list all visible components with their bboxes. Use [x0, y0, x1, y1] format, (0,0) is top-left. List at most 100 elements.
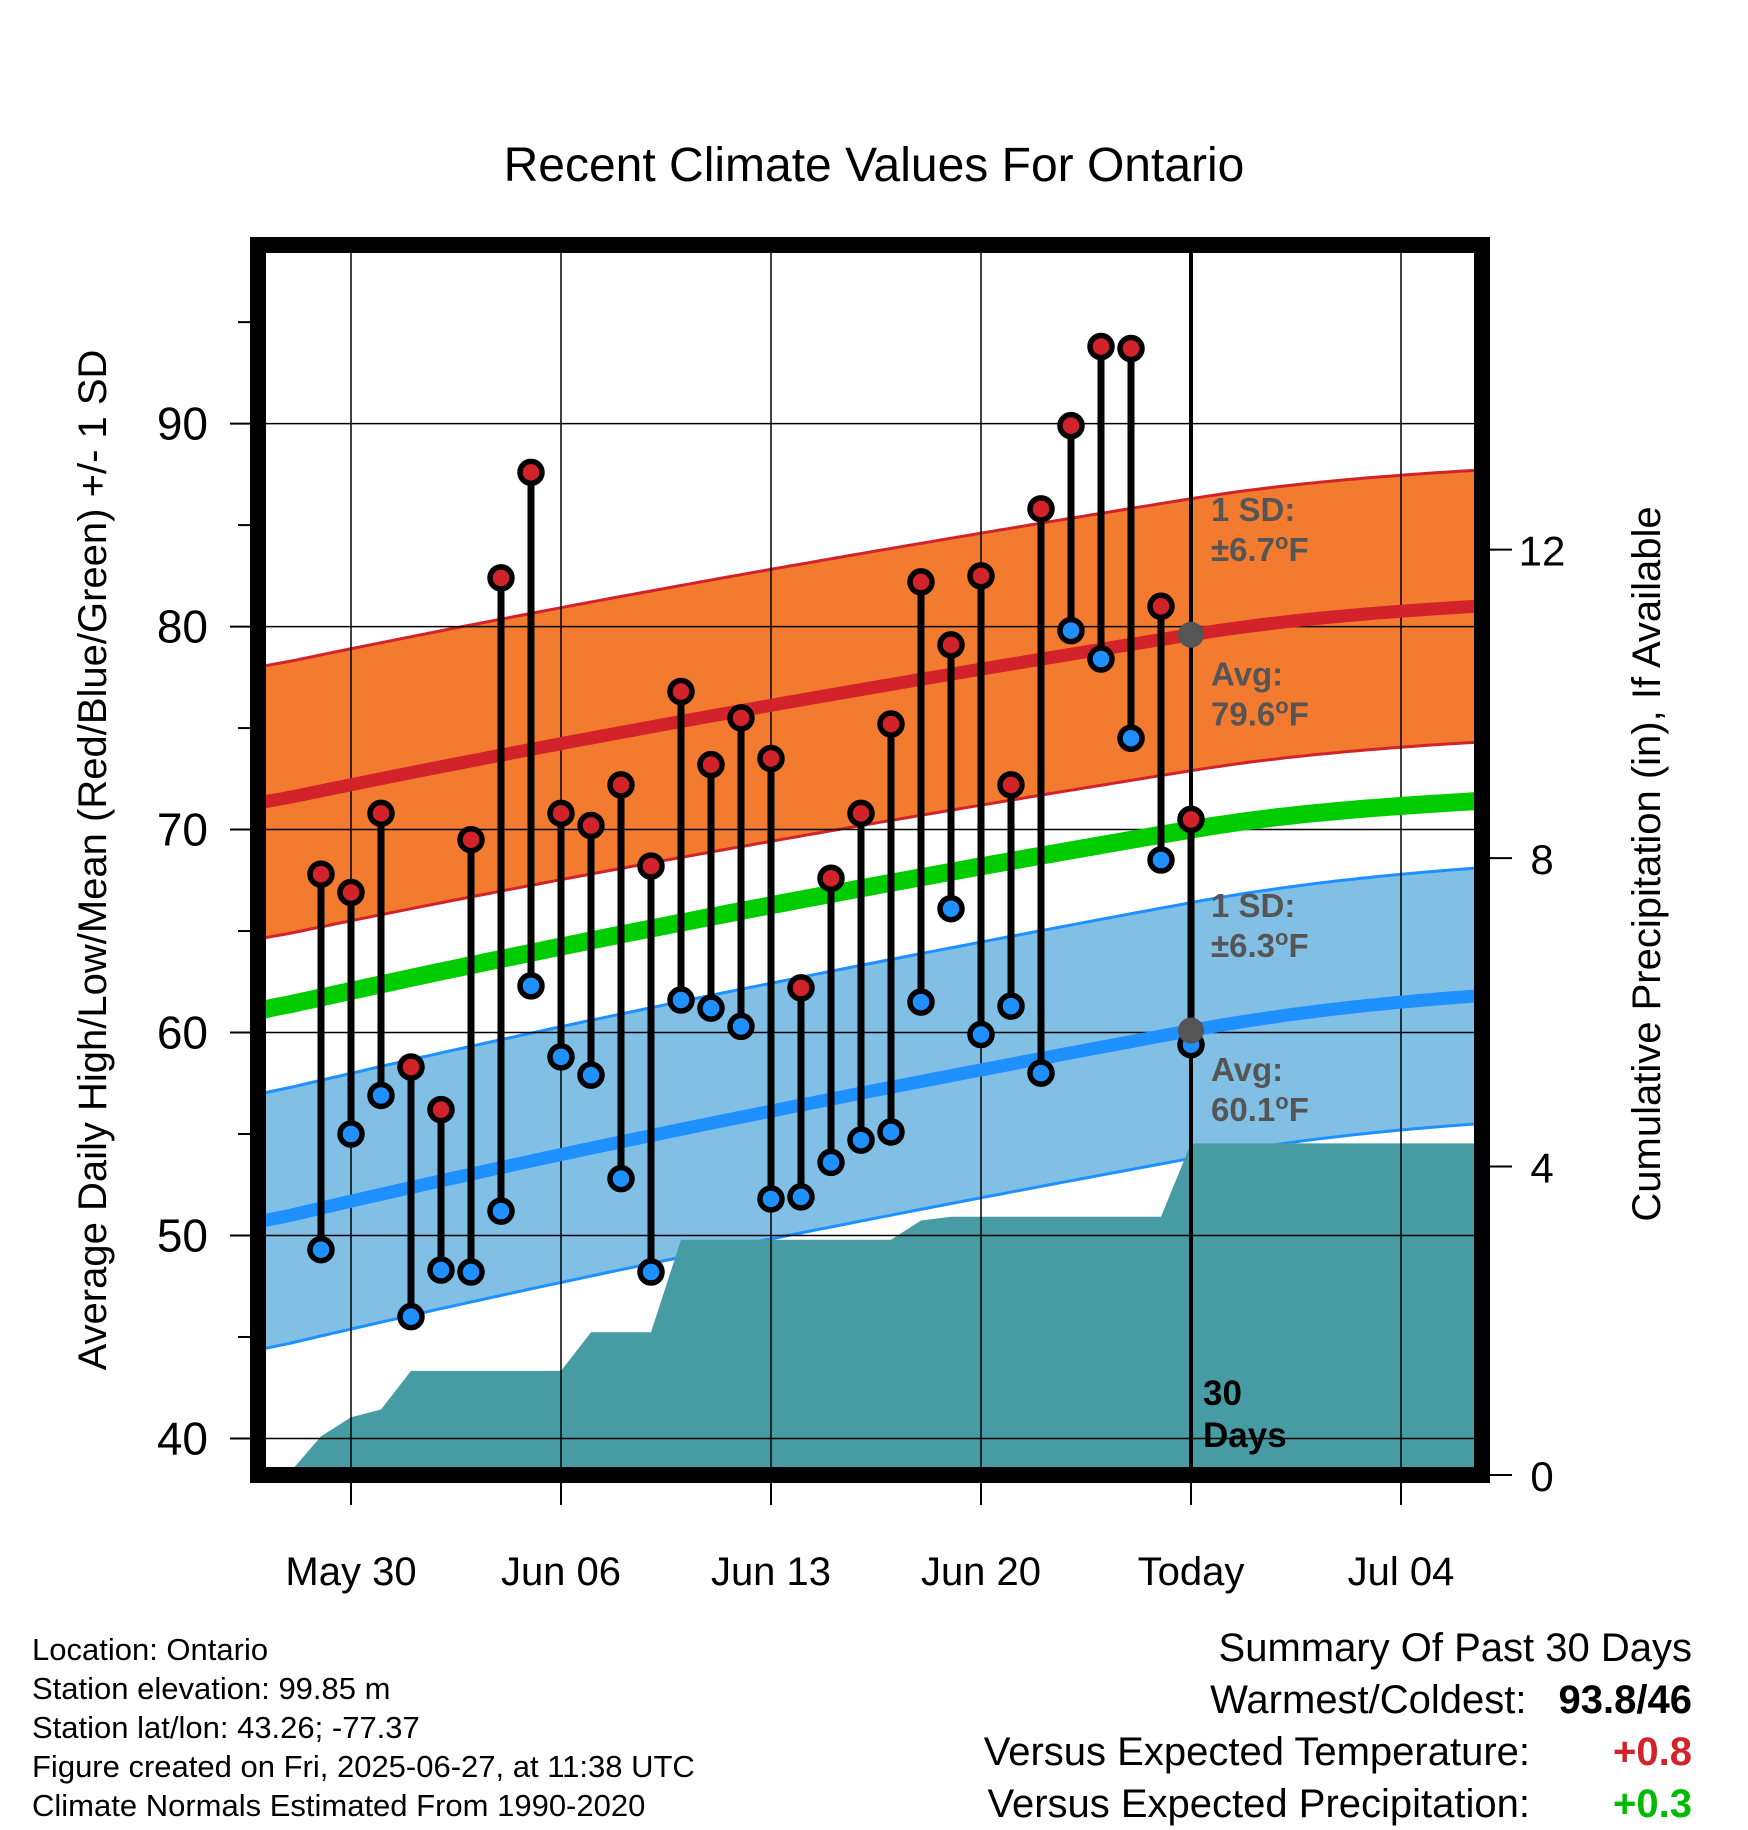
daily-low-point [787, 1183, 815, 1211]
daily-low-point [967, 1020, 995, 1049]
daily-high-point [817, 864, 845, 893]
daily-low-point [487, 1197, 515, 1225]
daily-high-point [397, 1053, 425, 1081]
daily-low-point [307, 1235, 335, 1264]
normal-low-line [258, 989, 1481, 1229]
x-tick-label: May 30 [285, 1550, 416, 1594]
daily-high-point [667, 677, 695, 706]
daily-high-point [487, 564, 515, 592]
daily-low-point [397, 1302, 425, 1331]
daily-high-point [607, 771, 635, 799]
daily-high-point [577, 811, 605, 840]
x-tick-label: Jun 20 [921, 1550, 1041, 1594]
daily-low-point [847, 1126, 875, 1154]
precip-diff-value: +0.3 [1613, 1782, 1692, 1826]
low-sd-annotation: 1 SD: ±6.3oF [1211, 887, 1309, 964]
temp-diff-value: +0.8 [1613, 1730, 1692, 1774]
daily-high-point [967, 562, 995, 590]
high-sd-annotation: 1 SD: ±6.7oF [1211, 491, 1309, 568]
daily-low-point [907, 988, 935, 1016]
latlon-text: Station lat/lon: 43.26; -77.37 [32, 1710, 420, 1745]
daily-high-point [307, 860, 335, 888]
daily-low-point [367, 1081, 395, 1110]
daily-low-point [727, 1012, 755, 1041]
chart-title: Recent Climate Values For Ontario [503, 139, 1245, 192]
today-high-normal-marker [1178, 621, 1204, 648]
plot-frame [250, 237, 1490, 1483]
today-days-label: 30 Days [1203, 1374, 1287, 1455]
daily-low-point [1027, 1059, 1055, 1087]
climate-chart: 1 SD: ±6.7oF Avg: 79.6oF 1 SD: ±6.3oF Avg: 60.1… [71, 237, 1669, 1594]
daily-low-point [877, 1118, 905, 1146]
low-sd-band [258, 868, 1481, 1350]
daily-high-point [757, 744, 785, 773]
daily-low-point [1057, 616, 1085, 645]
daily-high-point [637, 852, 665, 880]
daily-low-point [607, 1164, 635, 1193]
daily-high-point [1057, 411, 1085, 440]
y-tick-label: 80 [157, 601, 208, 653]
precip-diff-label: Versus Expected Precipitation: [987, 1782, 1530, 1826]
daily-high-point [337, 878, 365, 907]
daily-low-point [937, 894, 965, 923]
daily-low-point [457, 1258, 485, 1286]
x-tick-label: Today [1138, 1550, 1245, 1594]
warmest-label: Warmest/Coldest: [1210, 1678, 1527, 1722]
y-tick-label: 70 [157, 804, 208, 856]
location-text: Location: Ontario [32, 1632, 269, 1667]
daily-high-point [1117, 334, 1145, 363]
daily-low-point [697, 994, 725, 1022]
x-tick-label: Jun 06 [501, 1550, 621, 1594]
warmest-value: 93.8/46 [1558, 1678, 1692, 1722]
normals-text: Climate Normals Estimated From 1990-2020 [32, 1788, 646, 1823]
daily-high-point [877, 710, 905, 738]
daily-low-point [517, 972, 545, 1000]
daily-high-point [847, 799, 875, 828]
y2-tick-label: 8 [1530, 836, 1553, 883]
y2-axis-title: Cumulative Precipitation (in), If Availa… [1625, 506, 1669, 1221]
daily-high-point [457, 825, 485, 854]
summary-precip-row: Versus Expected Precipitation: +0.3 [984, 1778, 1692, 1830]
plot-area: 1 SD: ±6.7oF Avg: 79.6oF 1 SD: ±6.3oF Avg: 60.1… [258, 245, 1482, 1475]
y-axis-title: Average Daily High/Low/Mean (Red/Blue/Gr… [71, 350, 115, 1371]
daily-low-point [817, 1148, 845, 1177]
y2-tick-label: 12 [1519, 528, 1566, 575]
daily-high-point [727, 704, 755, 732]
daily-low-point [547, 1043, 575, 1071]
daily-high-point [427, 1095, 455, 1124]
daily-low-point [1117, 724, 1145, 752]
daily-high-point [517, 458, 545, 487]
temp-diff-label: Versus Expected Temperature: [983, 1730, 1530, 1774]
x-tick-label: Jul 04 [1348, 1550, 1455, 1594]
summary-warmest-row: Warmest/Coldest: 93.8/46 [984, 1674, 1692, 1726]
daily-high-point [787, 974, 815, 1002]
daily-low-point [577, 1061, 605, 1089]
summary-header: Summary Of Past 30 Days [1218, 1626, 1692, 1670]
daily-low-point [637, 1258, 665, 1286]
daily-low-point [1147, 846, 1175, 874]
precipitation-area [291, 1143, 1476, 1475]
today-low-normal-marker [1178, 1017, 1204, 1044]
daily-low-point [757, 1185, 785, 1213]
daily-high-point [697, 750, 725, 779]
low-sd-upper-line [258, 866, 1481, 1096]
x-tick-label: Jun 13 [711, 1550, 831, 1594]
y2-tick-label: 0 [1530, 1453, 1553, 1500]
daily-high-point [1177, 805, 1205, 834]
daily-high-point [1027, 495, 1055, 523]
y-tick-label: 60 [157, 1007, 208, 1059]
daily-high-point [367, 799, 395, 828]
daily-high-point [1087, 332, 1115, 361]
created-text: Figure created on Fri, 2025-06-27, at 11… [32, 1749, 695, 1784]
daily-low-point [337, 1120, 365, 1148]
summary-temp-row: Versus Expected Temperature: +0.8 [984, 1726, 1692, 1778]
daily-high-point [1147, 592, 1175, 621]
y-tick-label: 90 [157, 398, 208, 450]
low-avg-annotation: Avg: 60.1oF [1211, 1051, 1309, 1128]
daily-high-point [997, 771, 1025, 799]
normal-high-line [258, 599, 1481, 810]
y-tick-label: 50 [157, 1209, 208, 1261]
high-avg-annotation: Avg: 79.6oF [1211, 655, 1309, 732]
daily-low-point [1087, 645, 1115, 673]
daily-high-point [907, 568, 935, 596]
